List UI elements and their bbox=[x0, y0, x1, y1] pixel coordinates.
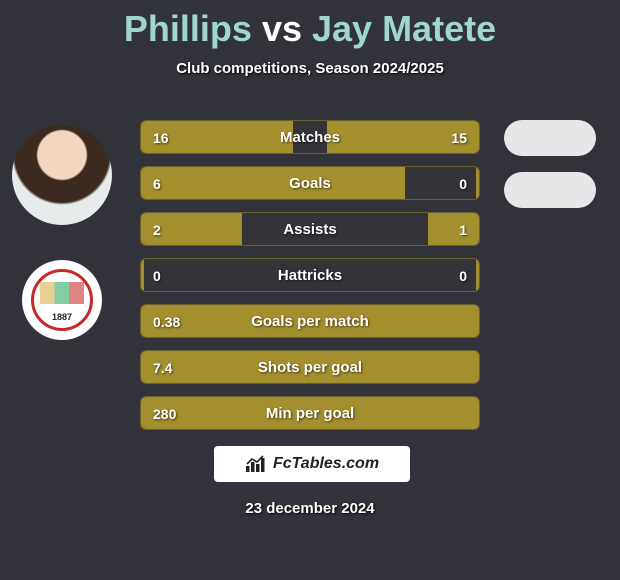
player2-club-placeholder bbox=[504, 172, 596, 208]
stat-label: Shots per goal bbox=[141, 351, 479, 384]
player1-avatar bbox=[12, 125, 112, 225]
player2-avatar-placeholder bbox=[504, 120, 596, 156]
player1-club-badge: 1887 bbox=[22, 260, 102, 340]
stat-row: 21Assists bbox=[140, 212, 480, 246]
date-text: 23 december 2024 bbox=[0, 500, 620, 517]
comparison-title: Phillips vs Jay Matete bbox=[0, 0, 620, 50]
stat-label: Matches bbox=[141, 121, 479, 154]
stats-container: 1615Matches 60Goals 21Assists 00Hattricks 0.… bbox=[140, 120, 480, 442]
stat-label: Goals per match bbox=[141, 305, 479, 338]
club-year: 1887 bbox=[34, 312, 90, 322]
vs-text: vs bbox=[262, 8, 302, 49]
stat-label: Goals bbox=[141, 167, 479, 200]
stat-row: 1615Matches bbox=[140, 120, 480, 154]
subtitle: Club competitions, Season 2024/2025 bbox=[0, 60, 620, 77]
stat-row: 00Hattricks bbox=[140, 258, 480, 292]
player2-name: Jay Matete bbox=[312, 8, 496, 49]
player1-name: Phillips bbox=[124, 8, 252, 49]
stat-row: 60Goals bbox=[140, 166, 480, 200]
brand-badge[interactable]: FcTables.com bbox=[214, 446, 410, 482]
brand-chart-icon bbox=[245, 455, 267, 473]
stat-row: 280Min per goal bbox=[140, 396, 480, 430]
stat-label: Min per goal bbox=[141, 397, 479, 430]
stat-row: 7.4Shots per goal bbox=[140, 350, 480, 384]
stat-row: 0.38Goals per match bbox=[140, 304, 480, 338]
stat-label: Assists bbox=[141, 213, 479, 246]
stat-label: Hattricks bbox=[141, 259, 479, 292]
brand-text: FcTables.com bbox=[273, 455, 379, 473]
